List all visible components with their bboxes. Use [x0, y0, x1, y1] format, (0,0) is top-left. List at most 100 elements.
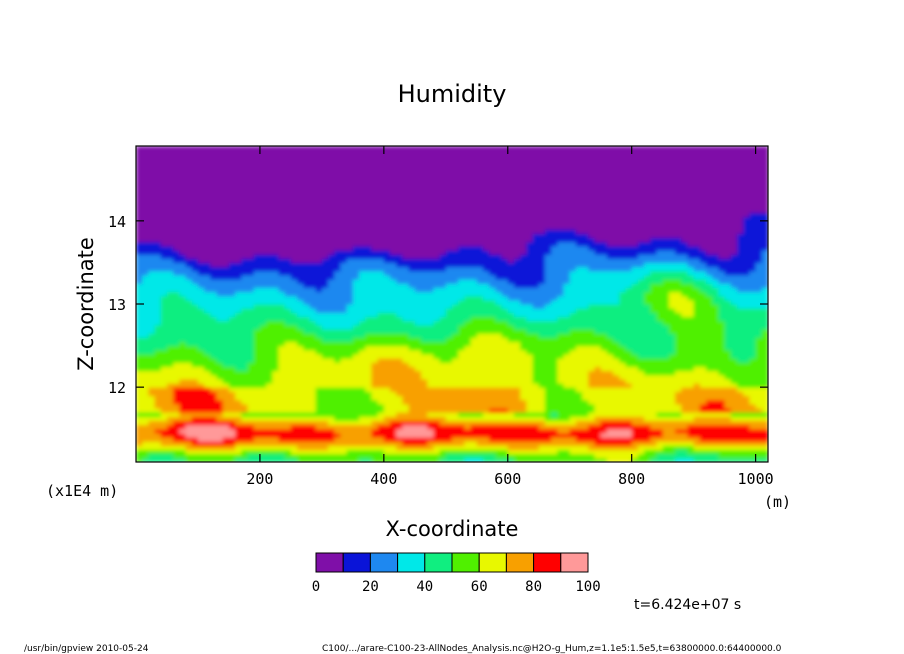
- field-cell: [365, 445, 373, 451]
- field-cell: [489, 395, 496, 401]
- field-cell: [458, 387, 465, 392]
- field-cell: [290, 299, 298, 305]
- field-cell: [154, 358, 162, 363]
- field-cell: [148, 308, 156, 313]
- field-cell: [390, 162, 397, 168]
- field-cell: [427, 229, 435, 234]
- field-cell: [383, 358, 391, 363]
- field-cell: [278, 166, 286, 172]
- field-cell: [315, 179, 323, 185]
- field-cell: [222, 212, 230, 218]
- field-cell: [303, 337, 311, 343]
- field-cell: [191, 437, 199, 442]
- field-cell: [328, 432, 335, 438]
- field-cell: [284, 316, 292, 322]
- field-cell: [421, 432, 428, 438]
- field-cell: [458, 245, 465, 251]
- field-cell: [235, 287, 242, 293]
- field-cell: [284, 258, 292, 264]
- field-cell: [520, 341, 527, 347]
- field-cell: [526, 403, 534, 409]
- field-cell: [501, 366, 509, 372]
- field-cell: [284, 154, 292, 160]
- field-cell: [303, 183, 311, 189]
- field-cell: [278, 437, 286, 442]
- field-cell: [185, 154, 193, 160]
- field-cell: [390, 366, 397, 372]
- field-cell: [191, 304, 199, 309]
- field-cell: [439, 328, 447, 334]
- field-cell: [191, 299, 199, 305]
- field-cell: [173, 245, 180, 251]
- field-cell: [414, 162, 422, 168]
- field-cell: [241, 279, 249, 284]
- field-cell: [402, 333, 410, 338]
- field-cell: [433, 208, 441, 214]
- field-cell: [427, 283, 435, 288]
- field-cell: [482, 428, 490, 434]
- field-cell: [315, 146, 323, 151]
- field-cell: [160, 378, 168, 384]
- field-cell: [489, 220, 496, 226]
- field-cell: [334, 179, 342, 185]
- field-cell: [495, 412, 503, 417]
- field-cell: [148, 358, 156, 363]
- field-cell: [303, 295, 311, 301]
- field-cell: [309, 191, 317, 197]
- field-cell: [464, 316, 472, 322]
- field-cell: [476, 337, 484, 343]
- field-cell: [290, 412, 298, 417]
- field-cell: [421, 191, 428, 197]
- field-cell: [328, 391, 335, 397]
- field-cell: [458, 324, 465, 330]
- field-cell: [390, 154, 397, 160]
- field-cell: [228, 291, 236, 297]
- field-cell: [396, 395, 404, 401]
- field-cell: [216, 349, 224, 355]
- field-cell: [396, 391, 404, 397]
- field-cell: [241, 270, 249, 276]
- field-cell: [427, 279, 435, 284]
- field-cell: [222, 179, 230, 185]
- field-cell: [185, 449, 193, 455]
- field-cell: [470, 183, 478, 189]
- field-cell: [204, 349, 211, 355]
- field-cell: [241, 283, 249, 288]
- field-cell: [532, 457, 540, 462]
- field-cell: [148, 229, 156, 234]
- field-cell: [290, 170, 298, 176]
- field-cell: [253, 328, 261, 334]
- field-cell: [340, 324, 348, 330]
- field-cell: [427, 195, 435, 201]
- field-cell: [210, 312, 218, 318]
- field-cell: [464, 150, 472, 155]
- field-cell: [452, 245, 459, 251]
- field-cell: [414, 333, 422, 338]
- field-cell: [507, 374, 515, 380]
- field-cell: [148, 200, 156, 205]
- field-cell: [501, 437, 509, 442]
- field-cell: [297, 374, 304, 380]
- field-cell: [526, 279, 534, 284]
- field-cell: [377, 320, 385, 326]
- field-cell: [259, 299, 267, 305]
- field-cell: [315, 299, 323, 305]
- field-cell: [371, 328, 379, 334]
- field-cell: [173, 391, 180, 397]
- field-cell: [402, 453, 410, 459]
- field-cell: [321, 220, 329, 226]
- field-cell: [470, 195, 478, 201]
- field-cell: [396, 195, 404, 201]
- field-cell: [210, 254, 218, 259]
- field-cell: [278, 249, 286, 255]
- field-cell: [482, 407, 490, 413]
- field-cell: [452, 154, 459, 160]
- field-cell: [148, 212, 156, 218]
- field-cell: [303, 262, 311, 268]
- field-cell: [520, 366, 527, 372]
- field-cell: [402, 362, 410, 367]
- field-cell: [179, 287, 187, 293]
- field-cell: [185, 328, 193, 334]
- field-cell: [458, 407, 465, 413]
- field-cell: [253, 378, 261, 384]
